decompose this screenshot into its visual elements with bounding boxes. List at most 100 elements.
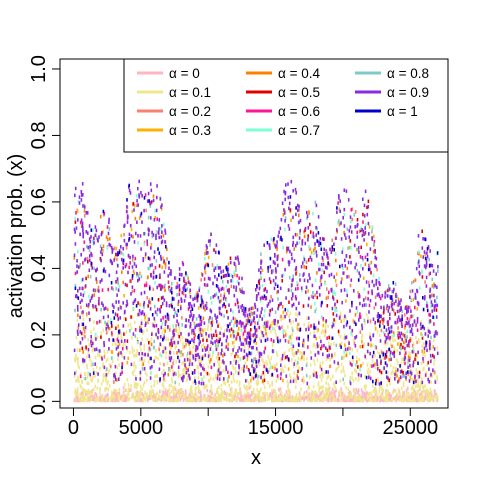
data-point bbox=[382, 395, 384, 400]
data-point bbox=[414, 384, 417, 389]
data-point bbox=[242, 395, 244, 399]
data-point bbox=[427, 398, 430, 402]
data-point bbox=[235, 285, 238, 290]
data-point bbox=[268, 358, 271, 363]
data-point bbox=[356, 222, 359, 227]
data-point bbox=[76, 398, 79, 402]
data-point bbox=[404, 306, 407, 310]
data-point bbox=[429, 313, 431, 317]
data-point bbox=[274, 282, 277, 286]
data-point bbox=[349, 381, 352, 386]
data-point bbox=[367, 392, 370, 396]
data-point bbox=[158, 227, 160, 231]
data-point bbox=[422, 389, 424, 394]
data-point bbox=[204, 398, 207, 402]
data-point bbox=[207, 290, 210, 294]
data-point bbox=[367, 398, 369, 403]
data-point bbox=[422, 359, 425, 364]
data-point bbox=[94, 233, 97, 237]
data-point bbox=[193, 336, 196, 340]
data-point bbox=[356, 348, 359, 353]
data-point bbox=[209, 353, 211, 357]
data-point bbox=[130, 315, 132, 319]
data-point bbox=[287, 325, 289, 329]
data-point bbox=[97, 378, 100, 383]
data-point bbox=[192, 393, 194, 397]
data-point bbox=[139, 214, 142, 218]
data-point bbox=[295, 243, 297, 248]
data-point bbox=[392, 390, 394, 395]
data-point bbox=[183, 393, 186, 398]
data-point bbox=[194, 390, 197, 394]
data-point bbox=[315, 203, 318, 208]
data-point bbox=[267, 302, 270, 306]
data-point bbox=[244, 398, 246, 403]
data-point bbox=[162, 390, 164, 394]
data-point bbox=[416, 390, 418, 394]
data-point bbox=[428, 312, 430, 317]
data-point bbox=[167, 372, 170, 377]
data-point bbox=[233, 392, 236, 396]
data-point bbox=[127, 270, 129, 275]
data-point bbox=[270, 330, 272, 334]
data-point bbox=[328, 386, 331, 391]
data-point bbox=[391, 398, 394, 402]
data-point bbox=[316, 392, 318, 397]
data-point bbox=[174, 380, 177, 385]
data-point bbox=[152, 269, 155, 273]
data-point bbox=[232, 329, 235, 334]
data-point bbox=[213, 333, 215, 337]
data-point bbox=[315, 254, 318, 258]
data-point bbox=[147, 266, 150, 271]
data-point bbox=[200, 359, 203, 364]
data-point bbox=[433, 347, 436, 351]
data-point bbox=[156, 391, 159, 395]
data-point bbox=[288, 348, 290, 352]
data-point bbox=[140, 348, 142, 352]
data-point bbox=[93, 320, 95, 324]
series-alpha-0-9 bbox=[73, 179, 439, 386]
data-point bbox=[84, 376, 87, 381]
data-point bbox=[314, 246, 316, 250]
data-point bbox=[217, 287, 220, 291]
data-point bbox=[212, 295, 215, 299]
data-point bbox=[381, 398, 383, 402]
data-point bbox=[105, 327, 108, 331]
data-point bbox=[335, 308, 338, 313]
data-point bbox=[168, 356, 171, 361]
data-point bbox=[415, 335, 417, 340]
data-point bbox=[176, 319, 178, 323]
data-point bbox=[281, 396, 283, 400]
data-point bbox=[401, 314, 403, 318]
data-point bbox=[135, 365, 137, 369]
data-point bbox=[180, 332, 182, 336]
data-point bbox=[434, 284, 436, 288]
data-point bbox=[139, 389, 142, 393]
data-point bbox=[346, 289, 348, 293]
data-point bbox=[130, 326, 133, 331]
data-point bbox=[240, 398, 243, 402]
data-point bbox=[393, 350, 395, 355]
data-point bbox=[354, 395, 356, 400]
data-point bbox=[340, 319, 343, 323]
data-point bbox=[156, 184, 158, 188]
data-point bbox=[166, 391, 169, 395]
data-point bbox=[297, 313, 299, 317]
data-point bbox=[99, 388, 101, 393]
data-point bbox=[226, 392, 229, 396]
data-point bbox=[125, 246, 128, 250]
data-point bbox=[369, 369, 371, 374]
data-point bbox=[137, 234, 139, 238]
data-point bbox=[120, 233, 123, 238]
data-point bbox=[202, 354, 205, 358]
data-point bbox=[270, 356, 273, 360]
data-point bbox=[351, 333, 353, 337]
data-point bbox=[238, 380, 241, 385]
data-point bbox=[153, 250, 156, 254]
data-point bbox=[108, 220, 110, 225]
data-point bbox=[349, 394, 351, 398]
data-point bbox=[285, 374, 288, 378]
data-point bbox=[104, 320, 106, 325]
data-point bbox=[193, 393, 196, 397]
